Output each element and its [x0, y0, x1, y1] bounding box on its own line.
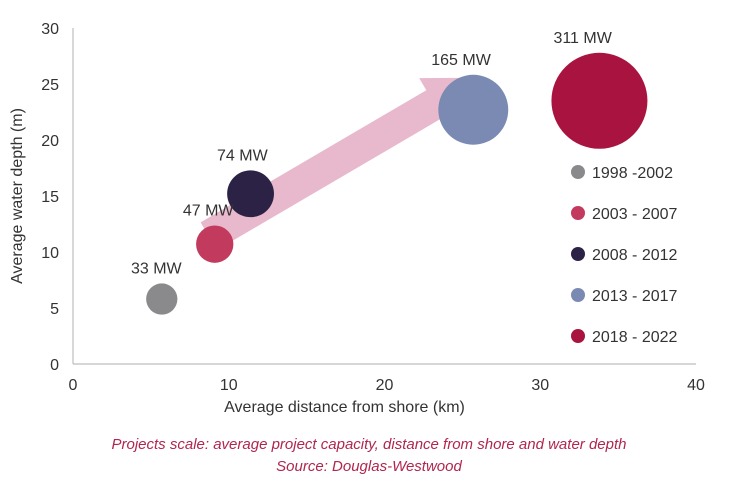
bubble-label: 311 MW — [553, 30, 612, 47]
x-tick-label: 30 — [531, 377, 549, 394]
y-tick-label: 25 — [41, 77, 59, 94]
x-tick-label: 20 — [376, 377, 394, 394]
bubble-label: 47 MW — [183, 203, 235, 220]
y-tick-labels: 0 5 10 15 20 25 30 — [41, 21, 59, 374]
axes — [72, 28, 696, 365]
y-axis-title: Average water depth (m) — [9, 108, 26, 284]
legend-marker — [571, 329, 585, 343]
x-axis-title: Average distance from shore (km) — [224, 399, 465, 416]
y-tick-label: 5 — [50, 301, 59, 318]
bubble — [146, 283, 178, 315]
legend: 1998 -2002 2003 - 2007 2008 - 2012 2013 - 2… — [571, 165, 678, 346]
trend-arrow-group — [200, 77, 480, 250]
chart-canvas: 0 10 20 30 40 0 5 10 15 20 25 30 Average distance … — [9, 21, 705, 416]
legend-label: 2008 - 2012 — [592, 247, 678, 264]
bubble — [551, 52, 648, 149]
bubble — [438, 74, 509, 145]
legend-label: 2013 - 2017 — [592, 288, 678, 305]
trend-arrow — [200, 77, 480, 250]
caption-line-1: Projects scale: average project capacity… — [111, 436, 627, 453]
bubble-label: 165 MW — [431, 52, 491, 69]
y-tick-label: 0 — [50, 357, 59, 374]
legend-marker — [571, 206, 585, 220]
bubble — [227, 170, 274, 218]
bubble-labels: 33 MW 47 MW 74 MW 165 MW 311 MW — [131, 30, 613, 278]
bubble-label: 74 MW — [217, 147, 269, 164]
y-tick-label: 20 — [41, 133, 59, 150]
y-tick-label: 15 — [41, 189, 59, 206]
y-tick-label: 30 — [41, 21, 59, 38]
legend-marker — [571, 288, 585, 302]
legend-label: 1998 -2002 — [592, 165, 673, 182]
x-tick-label: 10 — [220, 377, 238, 394]
x-tick-label: 40 — [687, 377, 705, 394]
legend-marker — [571, 165, 585, 179]
legend-marker — [571, 247, 585, 261]
x-tick-labels: 0 10 20 30 40 — [69, 377, 705, 394]
bubble — [196, 225, 234, 263]
y-tick-label: 10 — [41, 245, 59, 262]
bubble-label: 33 MW — [131, 260, 183, 277]
legend-label: 2018 - 2022 — [592, 329, 678, 346]
x-tick-label: 0 — [69, 377, 78, 394]
caption-line-2: Source: Douglas-Westwood — [276, 458, 462, 475]
legend-label: 2003 - 2007 — [592, 206, 678, 223]
bubbles — [146, 52, 648, 315]
